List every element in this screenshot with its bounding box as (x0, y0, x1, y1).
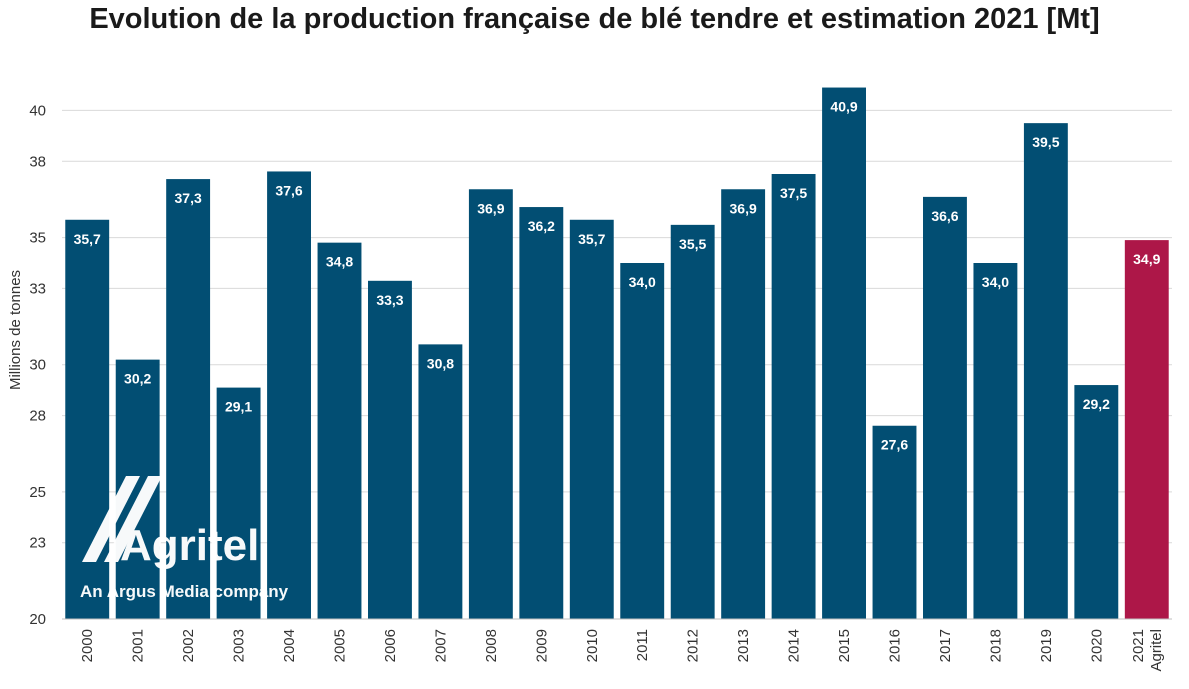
x-tick-label: 2009 (533, 629, 550, 662)
data-label: 37,5 (780, 185, 807, 201)
y-tick-label: 33 (29, 280, 46, 297)
bar-2020 (1074, 385, 1119, 619)
y-tick-label: 38 (29, 153, 46, 170)
x-tick-label: 2004 (281, 629, 298, 662)
bar-2011 (620, 263, 665, 619)
data-label: 35,7 (578, 231, 605, 247)
y-tick-label: 25 (29, 484, 46, 501)
bar-2015 (822, 87, 866, 620)
x-tick-label: 2018 (987, 629, 1004, 662)
x-tick-label: 2005 (332, 629, 349, 662)
y-tick-label: 28 (29, 408, 46, 425)
x-tick-label: 2003 (231, 629, 248, 662)
logo-tagline: An Argus Media company (80, 582, 289, 601)
x-tick-label: 2016 (887, 629, 904, 662)
data-label: 36,6 (931, 208, 958, 224)
bar-2013 (721, 189, 766, 619)
agritel-logo: Agritel An Argus Media company (80, 476, 289, 601)
bar-2019 (1023, 123, 1068, 620)
bar-2010 (569, 219, 614, 619)
bar-2006 (368, 280, 412, 619)
bar-2008 (468, 189, 513, 619)
data-label: 36,2 (528, 218, 555, 234)
bar-2018 (973, 263, 1018, 619)
data-label: 37,3 (175, 190, 202, 206)
x-tick-label: 2020 (1088, 629, 1105, 662)
data-label: 30,8 (427, 355, 454, 371)
data-label: 30,2 (124, 371, 151, 387)
data-label: 35,5 (679, 236, 706, 252)
bar-2014 (771, 174, 816, 619)
x-tick-label: 2010 (584, 629, 601, 662)
logo-name: Agritel (120, 521, 259, 570)
data-label: 34,0 (982, 274, 1009, 290)
x-tick-label: 2000 (79, 629, 96, 662)
x-tick-label: 2011 (634, 629, 651, 661)
x-tick-label: 2006 (382, 629, 399, 662)
y-tick-label: 23 (29, 535, 46, 552)
bar-2002 (166, 179, 211, 620)
data-label: 29,2 (1083, 396, 1110, 412)
data-label: 33,3 (376, 292, 403, 308)
x-tick-label: 2012 (685, 629, 702, 662)
x-tick-label: 2002 (180, 629, 197, 662)
bar-2021 (1124, 240, 1169, 619)
data-label: 36,9 (477, 200, 504, 216)
data-label: 35,7 (74, 231, 101, 247)
data-label: 39,5 (1032, 134, 1059, 150)
data-label: 34,0 (629, 274, 656, 290)
data-label: 34,8 (326, 254, 353, 270)
x-tick-label: 2013 (735, 629, 752, 662)
y-axis-label: Millions de tonnes (7, 270, 24, 390)
y-tick-label: 30 (29, 357, 46, 374)
bar-2009 (519, 207, 564, 620)
x-tick-label: 2014 (786, 629, 803, 662)
y-tick-label: 20 (29, 611, 46, 628)
x-tick-label: 2015 (836, 629, 853, 662)
x-tick-label: 2021 (1130, 629, 1147, 662)
y-tick-label: 40 (29, 102, 46, 119)
x-tick-label: 2019 (1038, 629, 1055, 662)
data-label: 34,9 (1133, 251, 1160, 267)
bar-2012 (670, 224, 715, 619)
bar-2003 (216, 387, 261, 619)
data-label: 27,6 (881, 437, 908, 453)
chart-title: Evolution de la production française de … (89, 3, 1100, 35)
x-tick-label: Agritel (1148, 629, 1165, 672)
agritel-logo-icon (82, 476, 140, 562)
data-label: 40,9 (830, 99, 857, 115)
bar-2017 (923, 196, 967, 619)
x-tick-label: 2017 (937, 629, 954, 662)
y-tick-label: 35 (29, 230, 46, 247)
bar-2016 (872, 425, 917, 619)
data-label: 29,1 (225, 399, 252, 415)
agritel-logo-stripe-icon (104, 476, 162, 562)
x-tick-label: 2008 (483, 629, 500, 662)
bar-2007 (418, 344, 463, 619)
x-tick-label: 2001 (130, 629, 147, 662)
data-label: 36,9 (730, 200, 757, 216)
bar-2004 (267, 171, 311, 619)
x-tick-label: 2007 (432, 629, 449, 662)
data-label: 37,6 (275, 182, 302, 198)
bar-2005 (317, 242, 362, 619)
